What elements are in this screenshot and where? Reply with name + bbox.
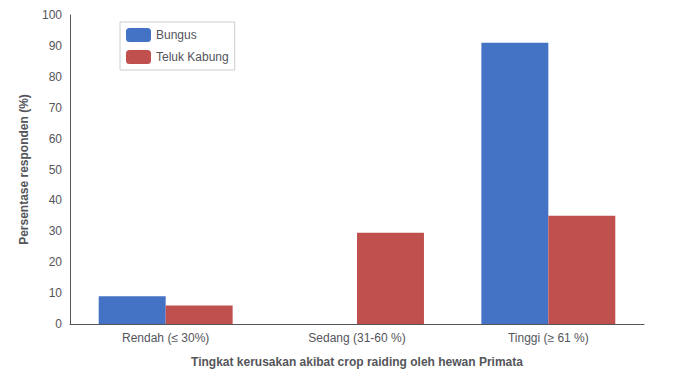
svg-text:Sedang (31-60 %): Sedang (31-60 %) bbox=[308, 331, 405, 345]
svg-text:60: 60 bbox=[49, 132, 63, 146]
svg-text:30: 30 bbox=[49, 224, 63, 238]
svg-text:70: 70 bbox=[49, 101, 63, 115]
svg-text:10: 10 bbox=[49, 286, 63, 300]
svg-text:Persentase responden (%): Persentase responden (%) bbox=[17, 94, 31, 245]
svg-text:Rendah (≤ 30%): Rendah (≤ 30%) bbox=[122, 331, 209, 345]
svg-text:80: 80 bbox=[49, 70, 63, 84]
svg-text:0: 0 bbox=[55, 317, 62, 331]
svg-text:Tinggi (≥ 61 %): Tinggi (≥ 61 %) bbox=[508, 331, 589, 345]
svg-text:20: 20 bbox=[49, 255, 63, 269]
svg-text:Teluk Kabung: Teluk Kabung bbox=[156, 50, 229, 64]
svg-text:40: 40 bbox=[49, 193, 63, 207]
svg-text:Tingkat kerusakan akibat crop: Tingkat kerusakan akibat crop raiding ol… bbox=[191, 355, 523, 369]
svg-text:Bungus: Bungus bbox=[156, 28, 197, 42]
svg-text:90: 90 bbox=[49, 39, 63, 53]
svg-text:100: 100 bbox=[42, 8, 62, 22]
svg-text:50: 50 bbox=[49, 163, 63, 177]
